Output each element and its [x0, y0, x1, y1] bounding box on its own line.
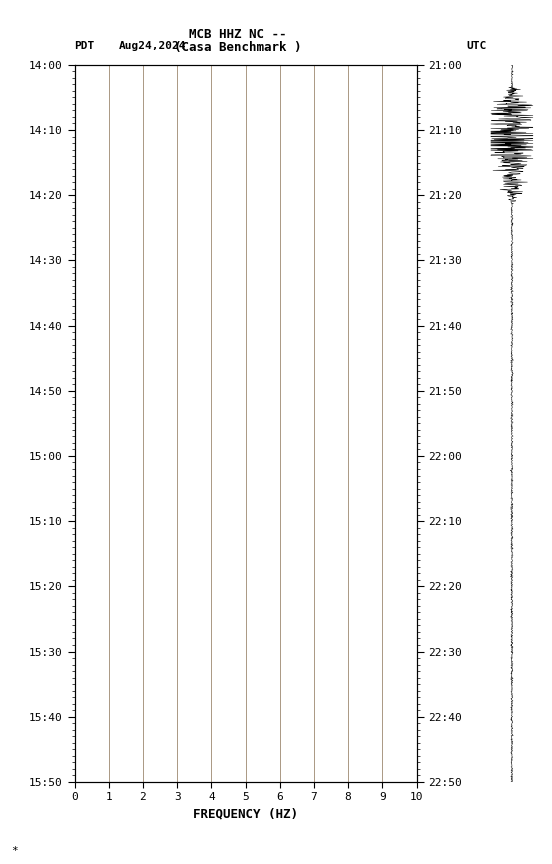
X-axis label: FREQUENCY (HZ): FREQUENCY (HZ) — [193, 808, 298, 821]
Text: *: * — [11, 846, 18, 855]
Text: MCB HHZ NC --: MCB HHZ NC -- — [189, 28, 286, 41]
Text: Aug24,2024: Aug24,2024 — [119, 41, 186, 51]
Text: (Casa Benchmark ): (Casa Benchmark ) — [174, 41, 301, 54]
Text: UTC: UTC — [466, 41, 487, 51]
Text: PDT: PDT — [75, 41, 95, 51]
